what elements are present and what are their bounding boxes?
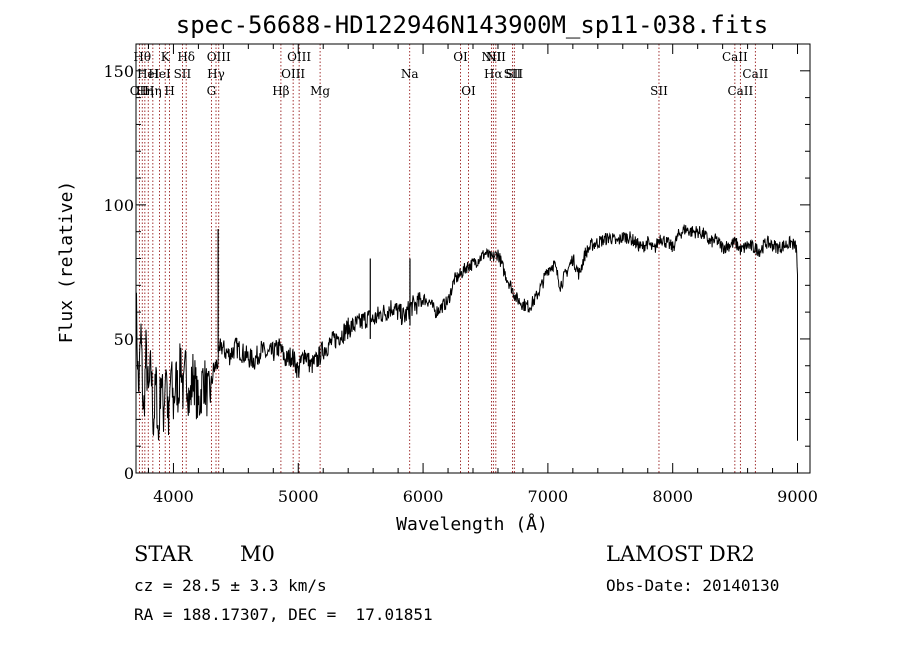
survey-name: LAMOST DR2 (606, 542, 755, 566)
line-label-oi: OI (453, 50, 468, 64)
spectrum-line (135, 224, 798, 441)
spectral-line-markers (138, 44, 756, 473)
line-label-oi: OI (461, 84, 476, 98)
line-label-hei: HeI (148, 67, 171, 81)
observation-date: Obs-Date: 20140130 (606, 576, 779, 595)
x-tick-label: 8000 (652, 487, 693, 506)
line-label-mg: Mg (310, 84, 330, 98)
line-label-g: G (207, 84, 217, 98)
line-label-caii: CaII (722, 50, 748, 64)
redshift-cz: cz = 28.5 ± 3.3 km/s (134, 576, 327, 595)
y-tick-label: 0 (124, 464, 134, 483)
line-label-oiii: OIII (287, 50, 311, 64)
chart-title: spec-56688-HD122946N143900M_sp11-038.fit… (176, 11, 768, 39)
line-label-caii: CaII (742, 67, 768, 81)
line-label-hδ: Hδ (177, 50, 195, 64)
x-tick-label: 9000 (777, 487, 818, 506)
line-label-nii: NII (481, 50, 501, 64)
coordinates: RA = 188.17307, DEC = 17.01851 (134, 605, 433, 624)
line-label-sii: SII (650, 84, 668, 98)
spectral-line-labels: OIIHθHηHeIHηHeIKHSIIHδGHγOIIIHβOIIIOIIIM… (130, 50, 769, 98)
y-axis-label: Flux (relative) (56, 181, 77, 344)
object-class: STAR (134, 542, 193, 566)
x-tick-label: 7000 (528, 487, 569, 506)
line-label-oiii: OIII (207, 50, 231, 64)
line-label-caii: CaII (727, 84, 753, 98)
plot-frame (135, 43, 811, 474)
line-label-na: Na (401, 67, 419, 81)
y-tick-label: 100 (103, 196, 134, 215)
y-axis-ticks: 0 50 100 150 (103, 43, 810, 483)
x-axis-label: Wavelength (Å) (396, 513, 548, 535)
line-label-hη: Hη (136, 84, 154, 98)
object-subclass: M0 (240, 542, 275, 566)
line-label-sii: SII (504, 67, 522, 81)
y-tick-label: 50 (114, 330, 134, 349)
line-label-oii: OII (130, 84, 150, 98)
x-tick-label: 6000 (403, 487, 444, 506)
line-label-sii: SII (174, 67, 192, 81)
y-tick-label: 150 (103, 62, 134, 81)
x-axis-ticks: 4000 5000 6000 7000 8000 9000 (147, 44, 818, 506)
line-label-oiii: OIII (281, 67, 305, 81)
line-label-hα: Hα (484, 67, 503, 81)
line-label-sii: SII (505, 67, 523, 81)
line-label-h: H (164, 84, 174, 98)
x-tick-label: 4000 (153, 487, 194, 506)
line-label-nii: NII (486, 50, 506, 64)
line-label-hη: Hη (144, 84, 162, 98)
spectrum-spikes (217, 229, 411, 353)
line-label-hθ: Hθ (133, 50, 151, 64)
line-label-hγ: Hγ (207, 67, 225, 81)
line-label-hβ: Hβ (272, 84, 289, 98)
x-tick-label: 5000 (278, 487, 319, 506)
line-label-k: K (161, 50, 171, 64)
